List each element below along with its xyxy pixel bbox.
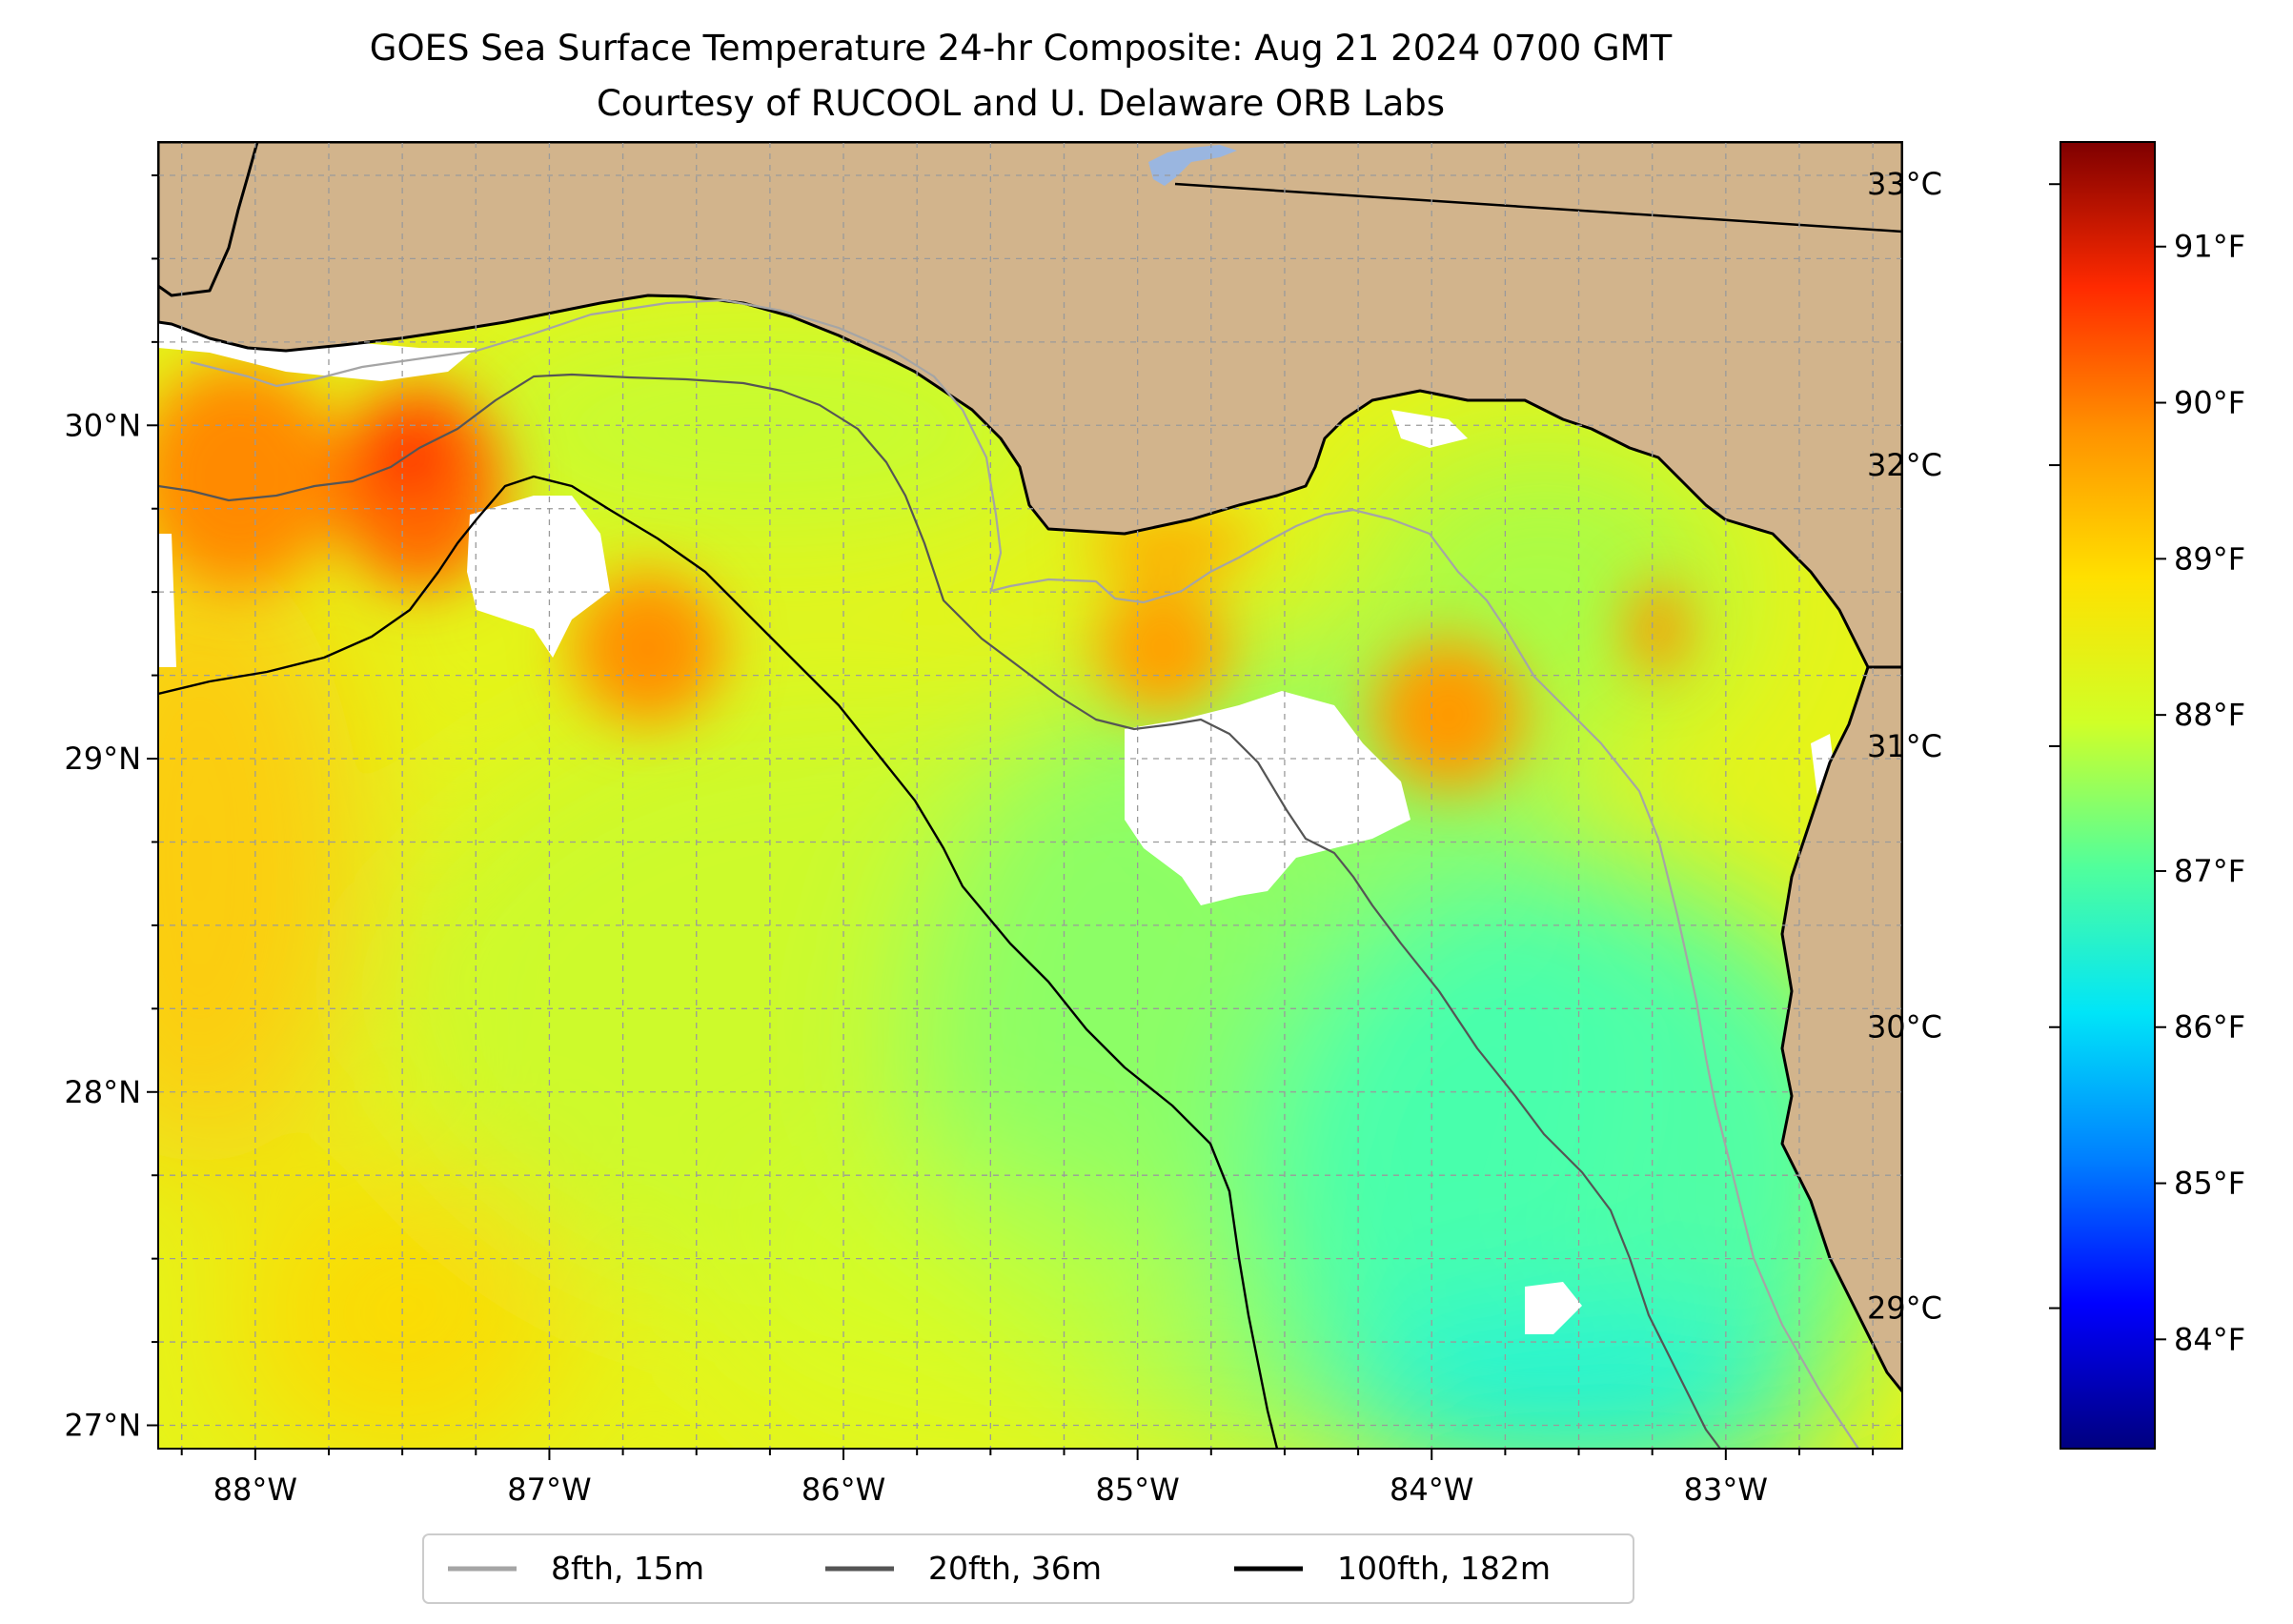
- lon-tick-label: 86°W: [802, 1472, 885, 1508]
- legend-label: 8fth, 15m: [551, 1550, 704, 1587]
- no-data-southeast-specks: [1525, 1282, 1582, 1334]
- no-data-bigbend-nearshore: [1391, 410, 1468, 448]
- map-panel: [158, 142, 1902, 1449]
- isobaths: [158, 298, 1859, 1449]
- colorbar-fahrenheit-label: 89°F: [2174, 540, 2245, 577]
- lon-tick-label: 85°W: [1095, 1472, 1179, 1508]
- colorbar-celsius-label: 32°C: [1867, 447, 1942, 483]
- land-louisiana: [158, 142, 259, 297]
- sst-patch-bigbend: [1630, 581, 1687, 677]
- no-data-apalachee: [1125, 691, 1410, 905]
- colorbar-celsius-axis: 29°C 30°C 31°C 32°C 33°C: [1867, 166, 2060, 1327]
- lat-tick-label: 27°N: [64, 1408, 141, 1444]
- isobath-20fth: [158, 373, 1721, 1449]
- lon-tick-label: 88°W: [213, 1472, 297, 1508]
- sst-blob-southeast-cyan: [1325, 1315, 1820, 1449]
- sst-patch-apalachee: [1372, 639, 1525, 791]
- isobath-100fth: [158, 475, 1279, 1449]
- lat-axis: 27°N 28°N 29°N 30°N: [64, 173, 158, 1444]
- lon-tick-label: 87°W: [507, 1472, 591, 1508]
- colorbar-celsius-label: 30°C: [1867, 1009, 1942, 1045]
- sst-patch-destin-offshore: [572, 572, 724, 724]
- sst-blob-west-orange: [158, 543, 362, 1172]
- sst-blob-east-cyan: [1258, 867, 1887, 1449]
- gridlines: [158, 142, 1902, 1449]
- no-data-destin: [467, 496, 610, 658]
- no-data-west-edge: [158, 534, 176, 667]
- colorbar-fahrenheit-label: 85°F: [2174, 1166, 2245, 1202]
- sst-patch-apalachicola: [1096, 581, 1229, 715]
- colorbar-fahrenheit-label: 86°F: [2174, 1009, 2245, 1045]
- colorbar-fahrenheit-label: 87°F: [2174, 853, 2245, 889]
- legend-label: 100fth, 182m: [1337, 1550, 1551, 1587]
- colorbar-fahrenheit-axis: 84°F 85°F 86°F 87°F 88°F 89°F 90°F 91°F: [2155, 229, 2245, 1357]
- lon-tick-label: 84°W: [1390, 1472, 1473, 1508]
- colorbar-celsius-label: 29°C: [1867, 1290, 1942, 1327]
- legend: 8fth, 15m 20fth, 36m 100fth, 182m: [422, 1533, 1634, 1604]
- colorbar-gradient: [2060, 141, 2156, 1450]
- map-frame: [157, 141, 1903, 1450]
- sst-patch-pensacola-red: [372, 419, 448, 496]
- legend-label: 20fth, 36m: [928, 1550, 1102, 1587]
- lat-tick-label: 30°N: [64, 407, 141, 443]
- lake-seminole: [1148, 145, 1237, 186]
- colorbar-fahrenheit-label: 90°F: [2174, 385, 2245, 421]
- legend-items: 8fth, 15m 20fth, 36m 100fth, 182m: [448, 1550, 1551, 1587]
- colorbar-fahrenheit-label: 88°F: [2174, 697, 2245, 733]
- lon-axis: 88°W 87°W 86°W 85°W 84°W 83°W: [180, 1449, 1875, 1508]
- title-line-2: Courtesy of RUCOOL and U. Delaware ORB L…: [597, 83, 1445, 124]
- sst-blobs: [158, 315, 1887, 1449]
- isobath-8fth: [190, 298, 1859, 1449]
- title-line-1: GOES Sea Surface Temperature 24-hr Compo…: [370, 28, 1673, 69]
- sst-blob-southwest-warm: [229, 1163, 572, 1449]
- colorbar-celsius-label: 31°C: [1867, 728, 1942, 764]
- colorbar: 29°C 30°C 31°C 32°C 33°C 84°F 85°F 86°F 87°F 88°…: [1867, 141, 2245, 1450]
- lon-tick-label: 83°W: [1684, 1472, 1768, 1508]
- legend-box: [422, 1533, 1634, 1604]
- colorbar-celsius-label: 33°C: [1867, 166, 1942, 202]
- sst-patch-louisiana: [158, 362, 343, 591]
- colorbar-fahrenheit-label: 91°F: [2174, 229, 2245, 265]
- lat-tick-label: 28°N: [64, 1074, 141, 1110]
- lat-tick-label: 29°N: [64, 741, 141, 777]
- sst-blob-south-center: [715, 1172, 1191, 1449]
- colorbar-fahrenheit-label: 84°F: [2174, 1321, 2245, 1357]
- state-boundary-line: [1174, 182, 1902, 233]
- land-north: [158, 142, 1902, 669]
